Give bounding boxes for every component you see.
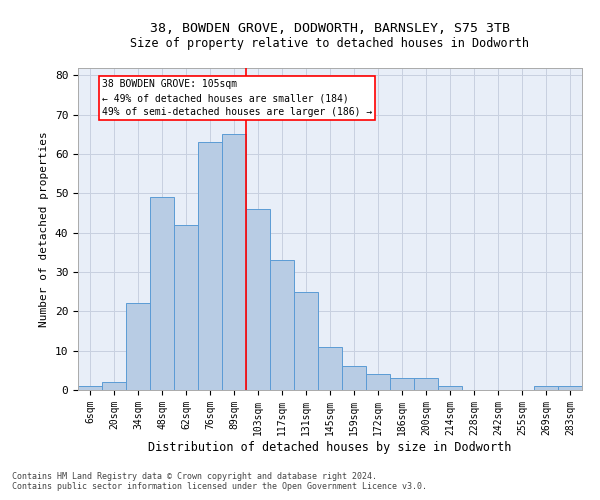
Text: Contains HM Land Registry data © Crown copyright and database right 2024.: Contains HM Land Registry data © Crown c… [12,472,377,481]
Bar [246,209,270,390]
Bar [222,134,246,390]
X-axis label: Distribution of detached houses by size in Dodworth: Distribution of detached houses by size … [148,440,512,454]
Bar [390,378,414,390]
Bar [366,374,390,390]
Bar [318,346,342,390]
Text: Size of property relative to detached houses in Dodworth: Size of property relative to detached ho… [131,38,530,51]
Bar [342,366,366,390]
Bar [534,386,558,390]
Bar [294,292,318,390]
Bar [270,260,294,390]
Bar [126,304,150,390]
Bar [102,382,126,390]
Bar [558,386,582,390]
Bar [414,378,438,390]
Bar [150,198,174,390]
Text: 38 BOWDEN GROVE: 105sqm
← 49% of detached houses are smaller (184)
49% of semi-d: 38 BOWDEN GROVE: 105sqm ← 49% of detache… [102,80,372,118]
Text: 38, BOWDEN GROVE, DODWORTH, BARNSLEY, S75 3TB: 38, BOWDEN GROVE, DODWORTH, BARNSLEY, S7… [150,22,510,36]
Bar [78,386,102,390]
Text: Contains public sector information licensed under the Open Government Licence v3: Contains public sector information licen… [12,482,427,491]
Y-axis label: Number of detached properties: Number of detached properties [39,131,49,326]
Bar [198,142,222,390]
Bar [438,386,462,390]
Bar [174,225,198,390]
